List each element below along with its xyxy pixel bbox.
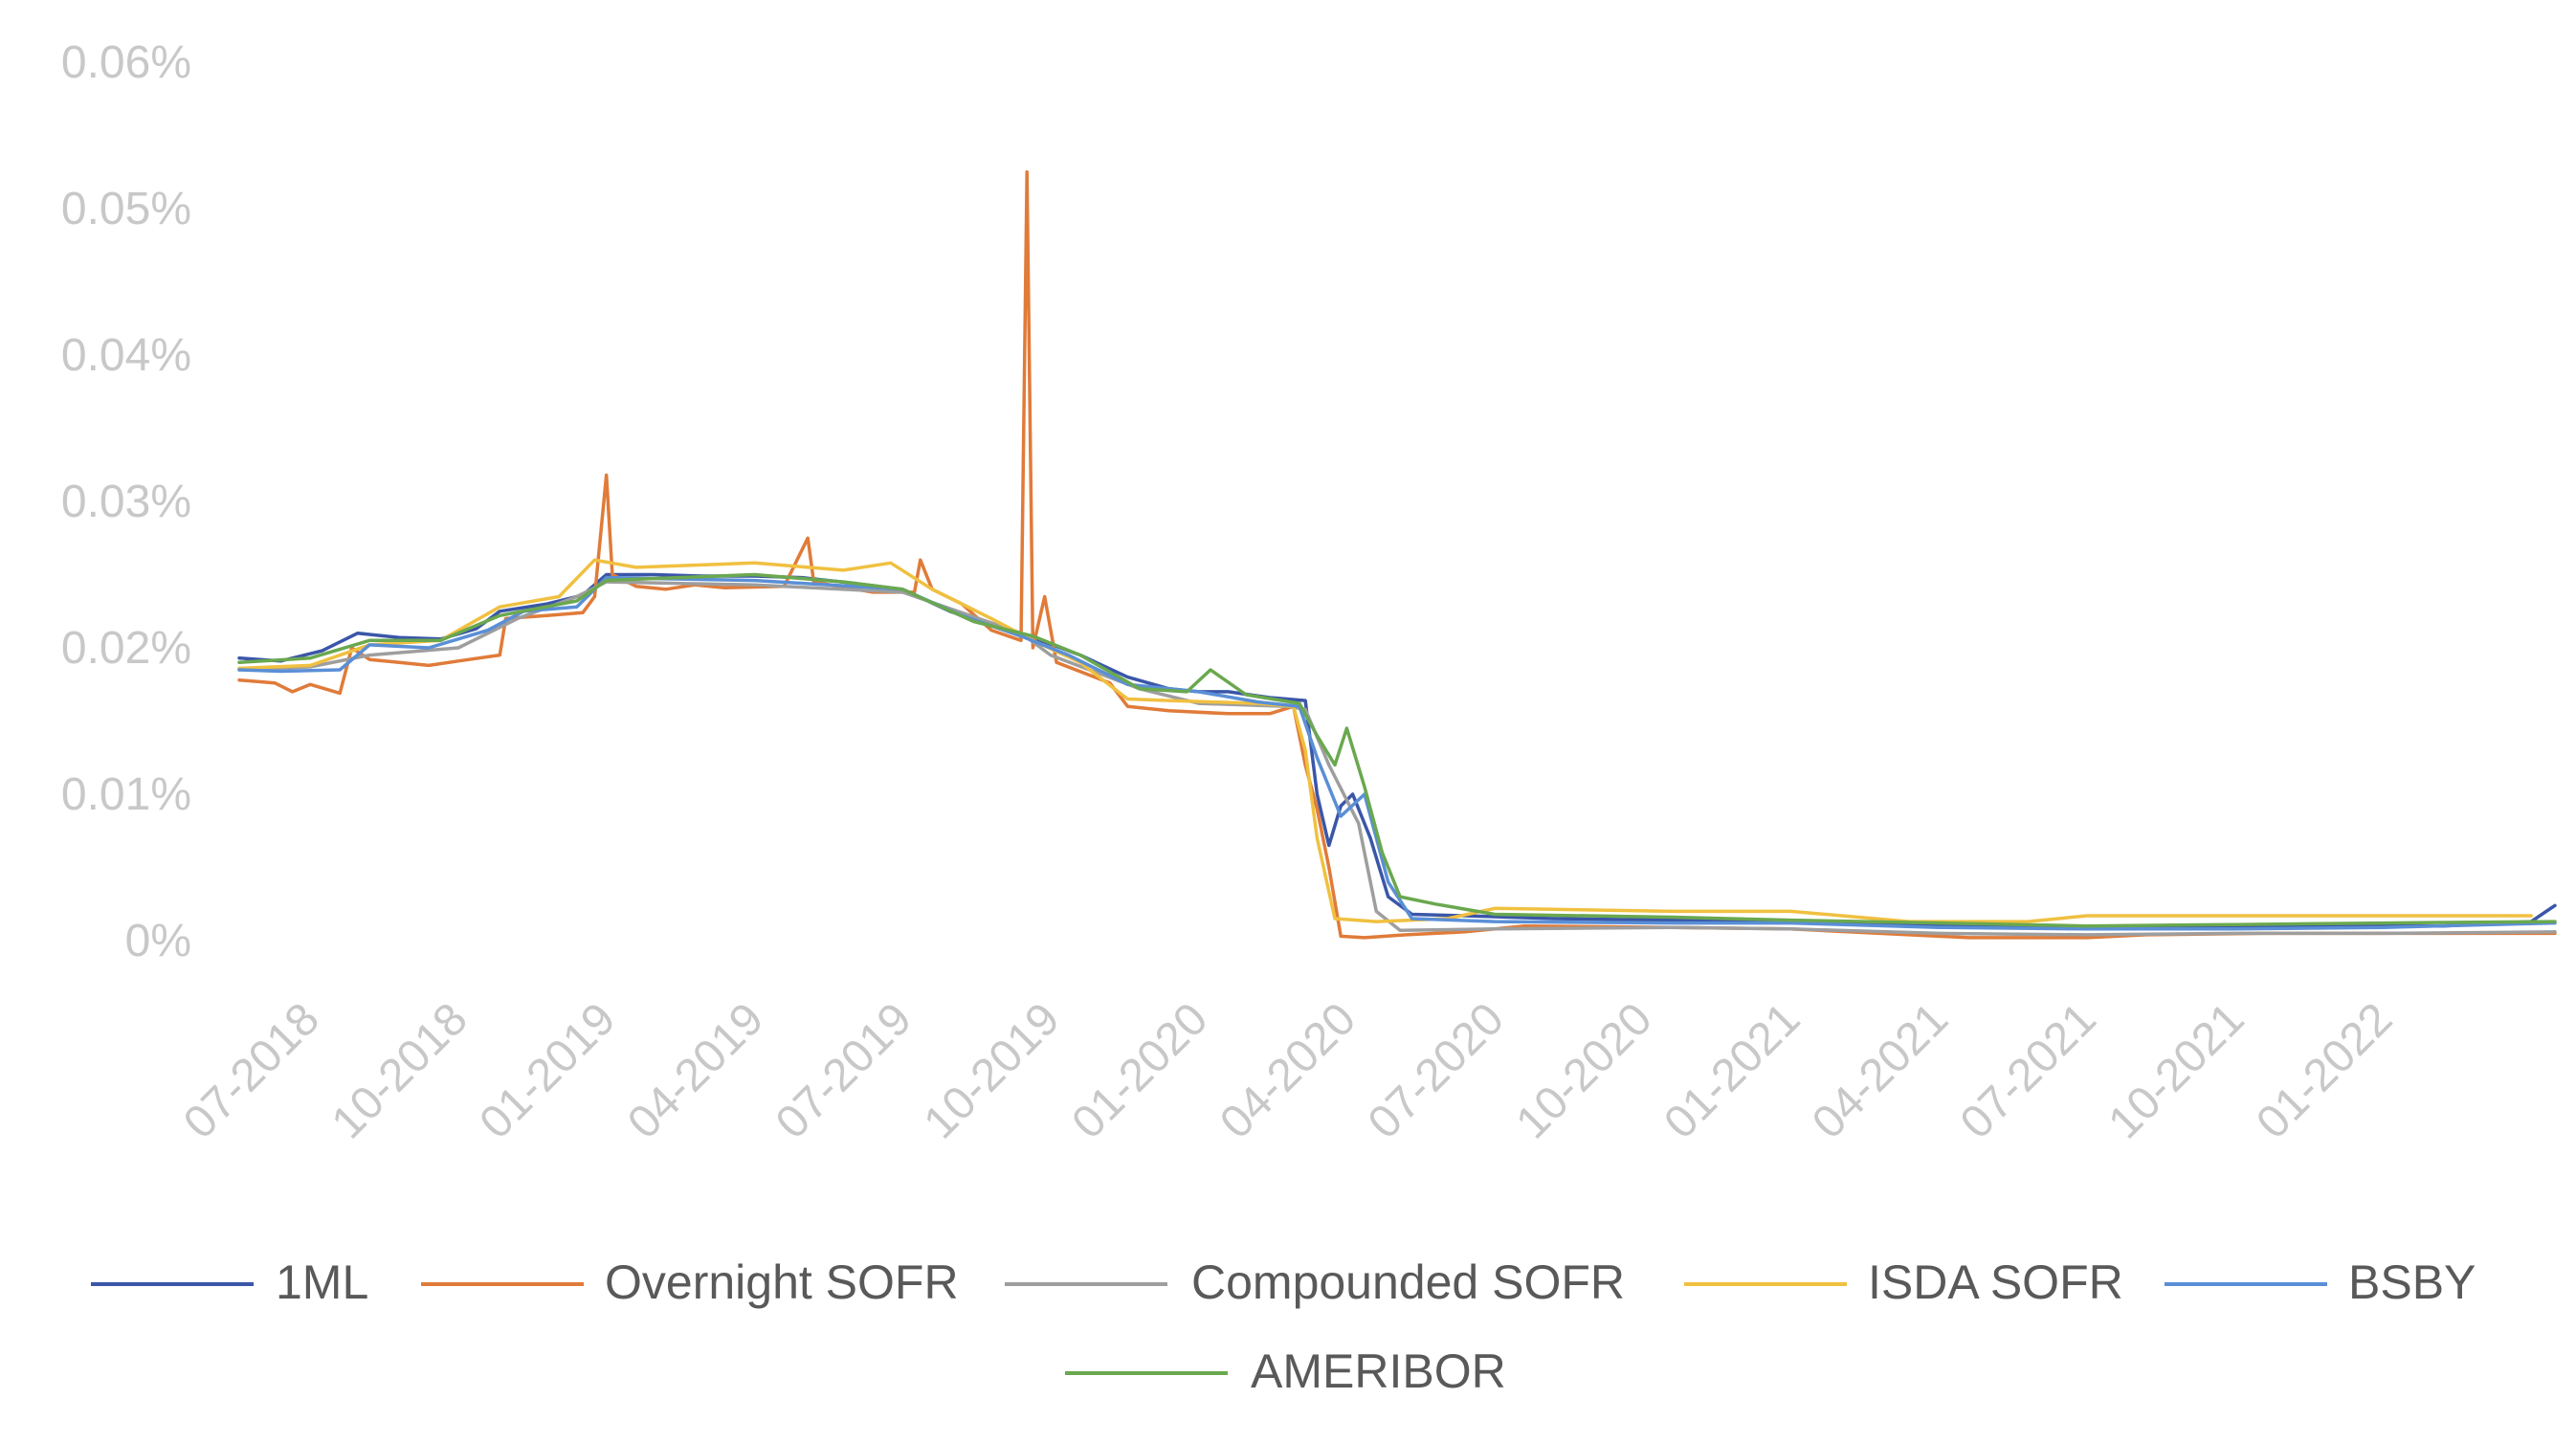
x-tick-label: 07-2018 <box>174 993 329 1148</box>
x-tick-label: 10-2018 <box>322 993 477 1148</box>
y-tick-label: 0.02% <box>61 623 191 674</box>
x-tick-label: 10-2021 <box>2099 993 2254 1148</box>
x-tick-label: 01-2021 <box>1654 993 1810 1148</box>
y-tick-label: 0.06% <box>61 37 191 88</box>
series-line-bsby <box>237 575 2557 931</box>
legend-label-isda-sofr: ISDA SOFR <box>1868 1255 2123 1309</box>
x-tick-label: 07-2019 <box>766 993 922 1148</box>
y-tick-label: 0.03% <box>61 477 191 527</box>
y-axis-tick-labels: 0% 0.01% 0.02% 0.03% 0.04% 0.05% 0.06% <box>61 37 191 966</box>
legend-label-ameribor: AMERIBOR <box>1251 1344 1506 1398</box>
x-tick-label: 04-2019 <box>618 993 773 1148</box>
x-tick-label: 01-2020 <box>1062 993 1217 1148</box>
series-line-1ml <box>237 572 2557 929</box>
x-tick-label: 01-2019 <box>470 993 625 1148</box>
series-line-isda-sofr <box>237 558 2533 923</box>
x-tick-label: 10-2019 <box>915 993 1070 1148</box>
series-lines <box>237 170 2557 940</box>
legend-label-1ml: 1ML <box>276 1255 368 1309</box>
x-tick-label: 01-2022 <box>2247 993 2402 1148</box>
legend-label-bsby: BSBY <box>2348 1255 2476 1309</box>
legend-label-compounded-sofr: Compounded SOFR <box>1191 1255 1625 1309</box>
x-tick-label: 07-2021 <box>1951 993 2106 1148</box>
y-tick-label: 0.05% <box>61 184 191 234</box>
x-axis-tick-labels: 07-201810-201801-201904-201907-201910-20… <box>174 993 2402 1148</box>
x-tick-label: 10-2020 <box>1507 993 1662 1148</box>
series-line-compounded-sofr <box>237 580 2557 937</box>
x-tick-label: 07-2020 <box>1359 993 1514 1148</box>
y-tick-label: 0.01% <box>61 769 191 820</box>
x-tick-label: 04-2021 <box>1803 993 1958 1148</box>
legend-label-overnight-sofr: Overnight SOFR <box>605 1255 959 1309</box>
x-tick-label: 04-2020 <box>1210 993 1366 1148</box>
series-line-overnight-sofr <box>237 170 2557 940</box>
series-line-ameribor <box>237 572 2557 928</box>
chart-legend: 1ML Overnight SOFR Compounded SOFR ISDA SOF… <box>91 1255 2476 1398</box>
y-tick-label: 0.04% <box>61 330 191 381</box>
y-tick-label: 0% <box>125 916 191 966</box>
